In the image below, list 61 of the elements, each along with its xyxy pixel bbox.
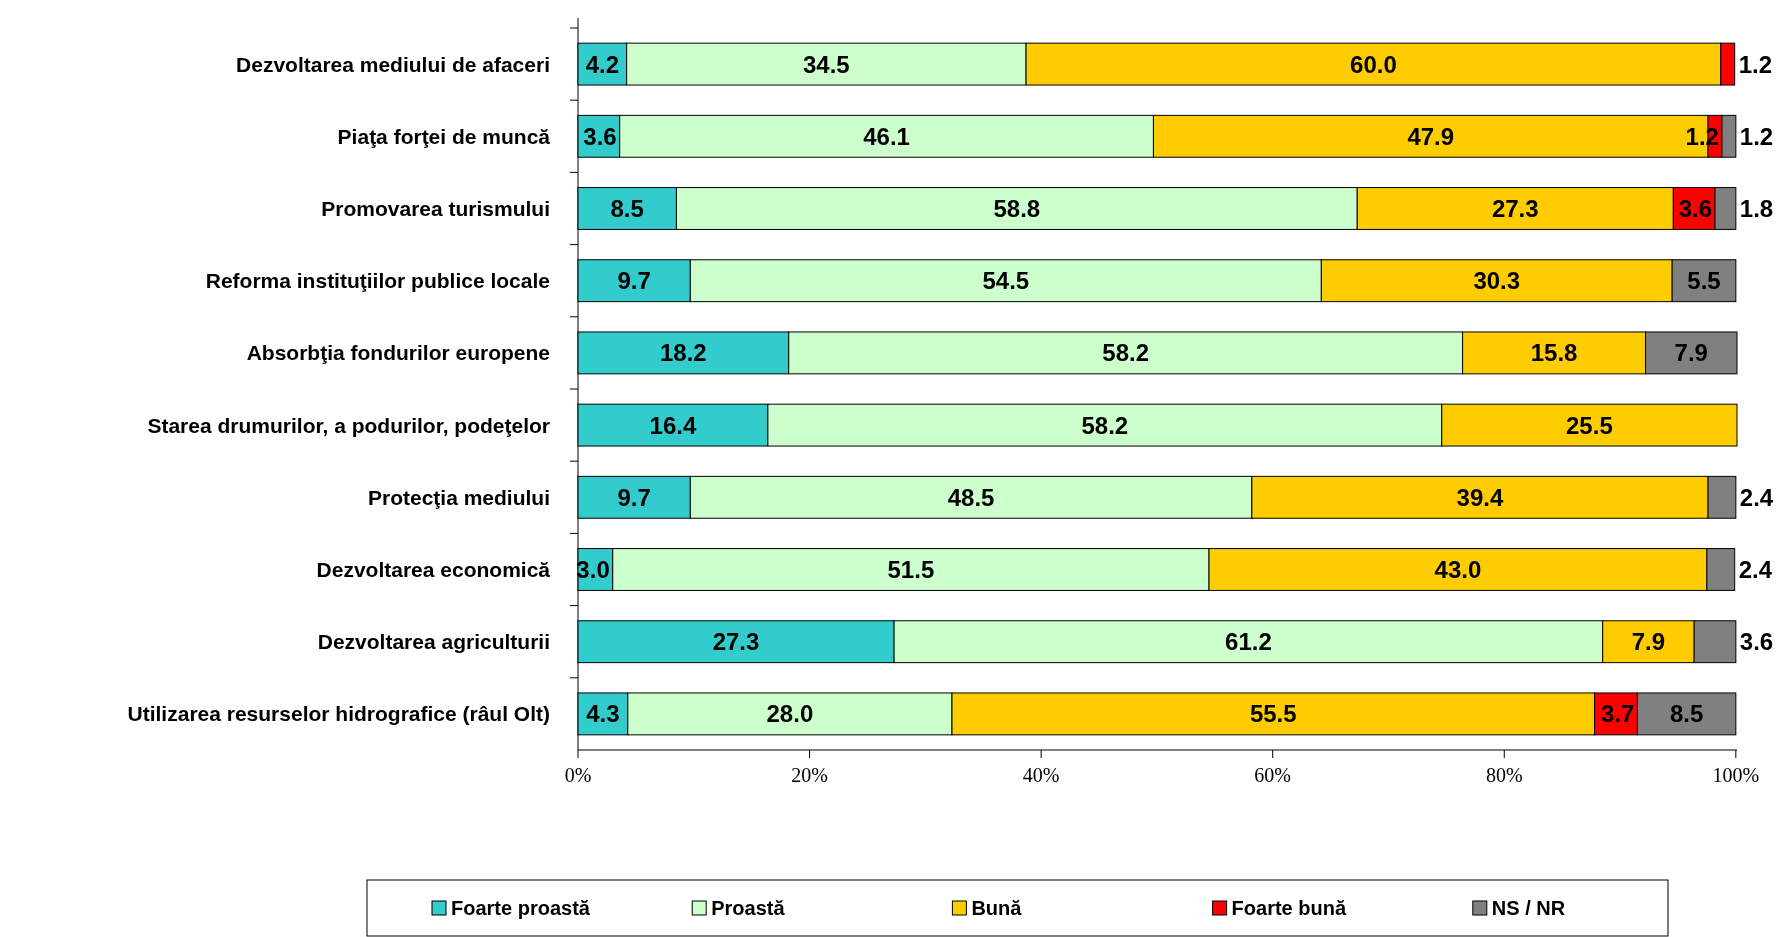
data-label: 1.8 [1739,195,1774,222]
y-tick-label: Piaţa forţei de muncă [337,124,551,148]
data-label: 1.2 [1739,122,1774,150]
data-label: 16.4 [649,411,697,439]
data-label: 9.7 [617,267,651,295]
x-tick-label: 0% [564,764,592,786]
y-tick-label: Promovarea turismului [321,197,550,220]
data-label: 51.5 [887,556,935,583]
data-label: 9.7 [617,483,651,511]
data-label: 15.8 [1530,339,1578,367]
data-label: 54.5 [982,267,1030,295]
data-label: 48.5 [947,483,995,511]
x-tick-label: 100% [1712,764,1760,786]
data-label: 18.2 [660,339,707,367]
data-label: 61.2 [1225,628,1272,656]
data-label: 2.4 [1738,556,1773,583]
legend-label: Bună [971,897,1023,919]
y-tick-label: Dezvoltarea agriculturii [317,630,550,654]
data-label: 43.0 [1434,556,1482,583]
x-tick-label: 80% [1485,764,1523,786]
y-tick-label: Reforma instituţiilor publice locale [205,269,550,293]
legend-label: Proastă [711,897,786,919]
x-tick-label: 40% [1022,764,1060,786]
data-label: 5.5 [1687,267,1721,295]
legend-label: NS / NR [1491,897,1566,919]
y-tick-label: Dezvoltarea economică [316,558,551,581]
data-label: 3.7 [1601,700,1635,728]
data-label: 8.5 [1669,700,1704,728]
data-label: 2.4 [1739,483,1774,511]
legend-label: Foarte proastă [451,897,591,919]
data-label: 7.9 [1631,628,1666,656]
data-label: 58.2 [1081,411,1129,439]
data-label: 3.6 [583,122,617,150]
data-label: 27.3 [1491,195,1539,222]
y-tick-label: Dezvoltarea mediului de afaceri [236,52,550,76]
data-label: 4.2 [585,50,619,78]
data-label: 39.4 [1456,483,1504,511]
y-tick-label: Protecţia mediului [367,485,550,509]
data-label: 28.0 [766,700,814,728]
data-label: 34.5 [803,50,850,78]
y-tick-label: Absorbţia fondurilor europene [246,341,550,365]
data-label: 25.5 [1566,411,1613,439]
data-label: 27.3 [712,628,760,656]
data-label: 55.5 [1249,700,1297,728]
data-label: 7.9 [1674,339,1708,367]
y-tick-label: Starea drumurilor, a podurilor, podeţelor [147,413,550,437]
legend-label: Foarte bună [1231,897,1347,919]
data-label: 60.0 [1350,50,1397,78]
data-label: 8.5 [610,195,644,222]
x-tick-label: 60% [1254,764,1292,786]
data-label: 3.6 [1739,628,1774,656]
data-label: 1.2 [1738,50,1773,78]
data-label: 3.6 [1678,195,1712,222]
data-label: 30.3 [1473,267,1521,295]
data-label: 58.8 [993,195,1041,222]
data-label: 47.9 [1407,122,1455,150]
data-label: 46.1 [863,122,910,150]
x-tick-label: 20% [791,764,828,786]
y-tick-label: Utilizarea resurselor hidrografice (râul Olt) [127,702,550,726]
data-label: 4.3 [586,700,620,728]
data-label: 58.2 [1102,339,1150,367]
